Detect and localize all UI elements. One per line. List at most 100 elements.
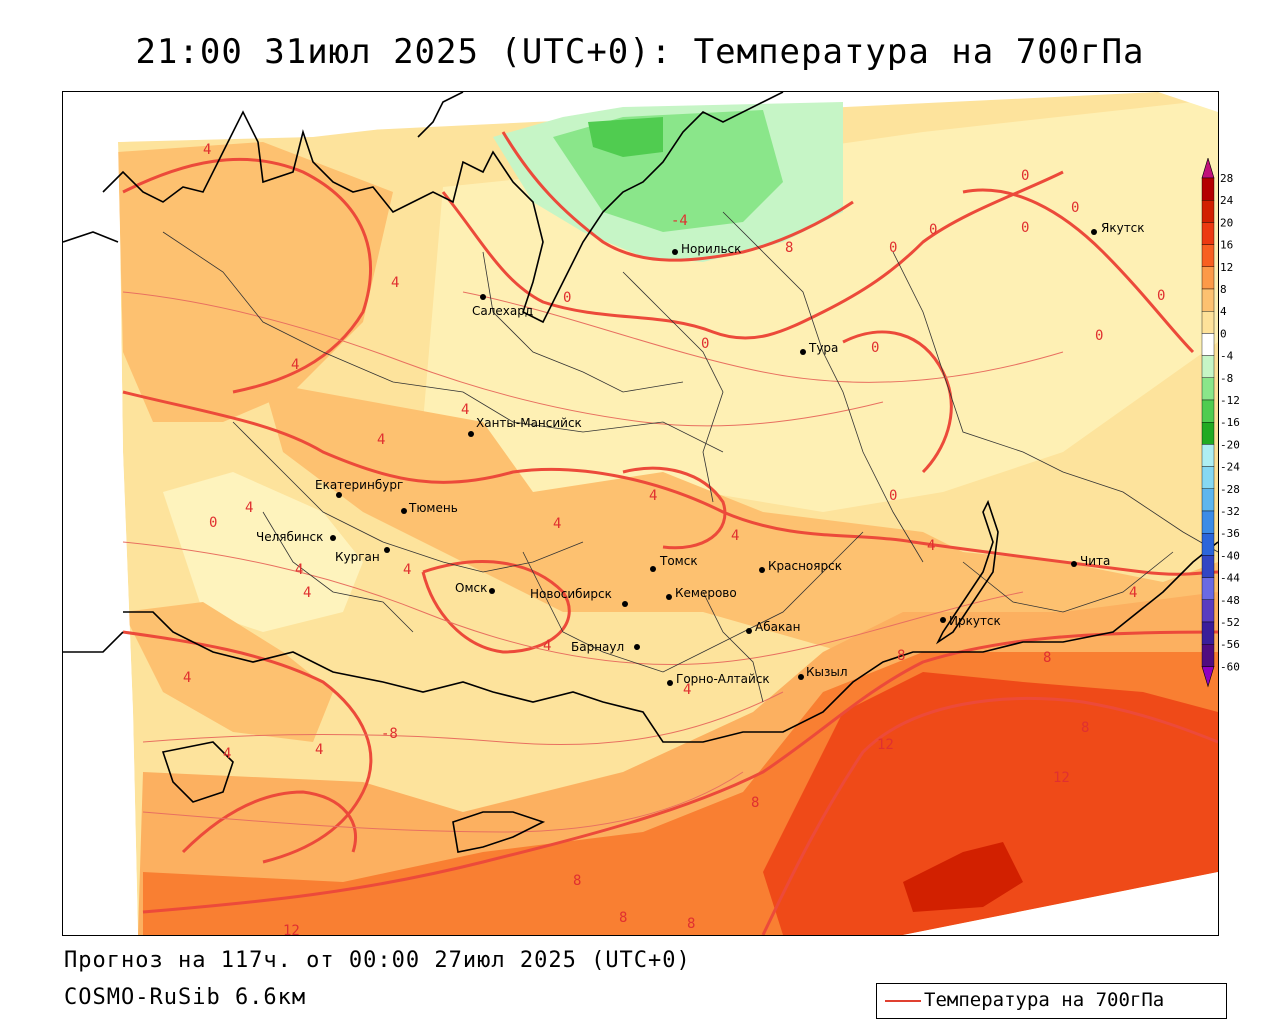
colorbar-cell — [1201, 310, 1215, 334]
colorbar-cell — [1201, 288, 1215, 312]
colorbar-tick-label: -40 — [1220, 549, 1240, 562]
city-yekaterinburg: Екатеринбург — [315, 478, 403, 498]
city-dot — [746, 628, 752, 634]
colorbar-tick-label: -20 — [1220, 438, 1240, 451]
city-dot — [1091, 229, 1097, 235]
contour-label: 4 — [403, 562, 411, 578]
colorbar-tick-label: -8 — [1220, 372, 1233, 385]
region-border — [162, 231, 724, 453]
colorbar-tick-label: 8 — [1220, 283, 1227, 296]
city-label: Кызыл — [806, 665, 848, 679]
contour-label: 4 — [649, 488, 657, 504]
city-label: Кемерово — [675, 586, 737, 600]
colorbar-tick-label: -24 — [1220, 461, 1240, 474]
colorbar-cell — [1201, 444, 1215, 467]
colorbar-cell — [1201, 177, 1215, 201]
colorbar-cell — [1201, 510, 1215, 534]
city-salekhard: Салехард — [472, 294, 533, 318]
contour-label: 4 — [291, 357, 299, 373]
colorbar-cell — [1201, 333, 1215, 356]
contour-label: 0 — [889, 240, 897, 256]
colorbar-cell — [1201, 399, 1215, 423]
isoline — [122, 390, 1218, 576]
city-kemerovo: Кемерово — [666, 586, 737, 600]
contour-label: 12 — [877, 737, 894, 753]
city-label: Ханты-Мансийск — [476, 416, 582, 430]
city-omsk: Омск — [455, 581, 495, 595]
coastline — [102, 92, 784, 324]
contour-label: 4 — [553, 516, 561, 532]
contour-label: 0 — [889, 488, 897, 504]
region-border — [962, 551, 1174, 613]
isoline — [622, 466, 727, 550]
city-kyzyl: Кызыл — [798, 665, 848, 680]
contour-label: 12 — [283, 923, 300, 935]
zone-12-16 — [763, 672, 1218, 935]
colorbar-cell — [1201, 533, 1215, 556]
colorbar-cell — [1201, 244, 1215, 267]
city-label: Тюмень — [408, 501, 458, 515]
no-data — [1158, 92, 1218, 112]
region-borders — [162, 211, 1218, 703]
city-label: Курган — [335, 550, 380, 564]
isoline — [142, 630, 1218, 914]
contour-label: 0 — [871, 340, 879, 356]
city-dot — [468, 431, 474, 437]
zone-4-8 — [118, 142, 393, 422]
city-dot — [667, 680, 673, 686]
city-label: Екатеринбург — [315, 478, 403, 492]
city-irkutsk: Иркутск — [940, 614, 1001, 628]
city-yakutsk: Якутск — [1091, 221, 1145, 235]
contour-label: 8 — [1081, 720, 1089, 736]
colorbar-tick-label: 12 — [1220, 261, 1233, 274]
isoline — [501, 131, 854, 262]
country-border — [123, 541, 1218, 743]
isoline — [181, 790, 358, 854]
isoline — [761, 697, 1218, 935]
region-border — [702, 591, 764, 703]
city-dot — [666, 594, 672, 600]
temperature-map[interactable]: 4 4 4 4 4 4 4 4 4 4 4 4 4 4 4 4 4 4 4 0 … — [62, 91, 1219, 936]
isoline — [462, 291, 1064, 383]
city-label: Красноярск — [768, 559, 842, 573]
contour-label: -4 — [671, 213, 688, 229]
colorbar-tick-label: -56 — [1220, 638, 1240, 651]
city-label: Барнаул — [571, 640, 624, 654]
contour-labels: 4 4 4 4 4 4 4 4 4 4 4 4 4 4 4 4 4 4 4 0 … — [183, 142, 1165, 935]
city-tyumen: Тюмень — [401, 501, 458, 515]
colorbar-tick-label: -48 — [1220, 594, 1240, 607]
city-dot — [622, 601, 628, 607]
country-border — [63, 231, 119, 243]
city-label: Абакан — [755, 620, 800, 634]
major-isolines — [122, 131, 1218, 935]
colorbar-tick-label: -44 — [1220, 572, 1240, 585]
city-label: Якутск — [1101, 221, 1145, 235]
colorbar-cell — [1201, 488, 1215, 512]
city-dot — [384, 547, 390, 553]
colorbar-cell — [1201, 644, 1215, 667]
contour-label: 8 — [687, 916, 695, 932]
colorbar-tick-label: 20 — [1220, 216, 1233, 229]
colorbar-cell — [1201, 266, 1215, 290]
coastline — [161, 741, 234, 803]
contour-label: 4 — [731, 528, 739, 544]
contour-label: 4 — [303, 585, 311, 601]
colorbar-bottom-arrow — [1201, 666, 1215, 688]
region-border — [232, 421, 584, 573]
colorbar-labels: 28 24 20 16 12 8 4 0 -4 -8 -12 -16 -20 -24 -28 -32 -36 -4… — [1220, 172, 1240, 673]
city-dot — [330, 535, 336, 541]
city-label: Челябинск — [256, 530, 323, 544]
colorbar-cell — [1201, 466, 1215, 490]
city-dot — [940, 617, 946, 623]
city-novosibirsk: Новосибирск — [530, 587, 628, 607]
coastline — [417, 92, 464, 138]
region-border — [722, 211, 924, 563]
contour-label: 12 — [1053, 770, 1070, 786]
colorbar-cell — [1201, 599, 1215, 623]
contour-label: 8 — [573, 873, 581, 889]
colorbar-cell — [1201, 200, 1215, 223]
colorbar-tick-label: -4 — [1220, 350, 1234, 363]
colorbar-tick-label: 16 — [1220, 239, 1233, 252]
map-title: 21:00 31июл 2025 (UTC+0): Температура на… — [135, 32, 1145, 72]
zone-4-8 — [123, 602, 333, 742]
